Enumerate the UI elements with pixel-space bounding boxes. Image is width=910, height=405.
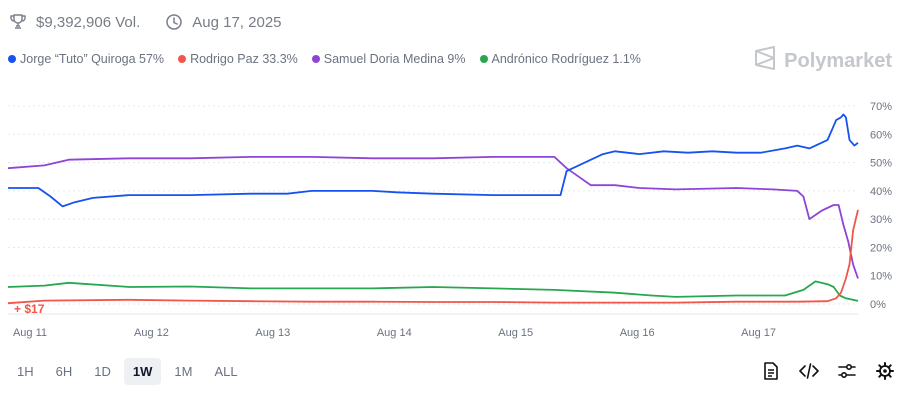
y-tick-label: 60% — [870, 129, 892, 141]
time-range-selector: 1H 6H 1D 1W 1M ALL — [8, 358, 247, 385]
price-change-annotation: + $17 — [14, 302, 45, 316]
clock-icon — [164, 12, 184, 32]
series-line — [7, 280, 859, 302]
y-tick-label: 20% — [870, 242, 892, 254]
document-icon[interactable] — [760, 360, 782, 382]
x-tick-label: Aug 14 — [377, 327, 412, 339]
x-tick-label: Aug 15 — [498, 327, 533, 339]
market-stats-bar: $9,392,906 Vol. Aug 17, 2025 — [8, 10, 282, 34]
polymarket-logo-icon — [754, 46, 776, 76]
chart-legend: Jorge “Tuto” Quiroga 57% Rodrigo Paz 33.3… — [8, 52, 641, 66]
x-tick-label: Aug 12 — [134, 327, 169, 339]
x-tick-label: Aug 13 — [255, 327, 290, 339]
y-tick-label: 50% — [870, 158, 892, 170]
legend-dot — [311, 55, 320, 63]
range-button-1h[interactable]: 1H — [17, 364, 34, 379]
sliders-icon[interactable] — [836, 360, 858, 382]
y-tick-label: 70% — [870, 101, 892, 113]
brand-name: Polymarket — [784, 49, 892, 72]
range-button-1m[interactable]: 1M — [174, 364, 193, 379]
legend-label: Andrónico Rodríguez 1.1% — [491, 52, 641, 66]
legend-dot — [8, 55, 16, 63]
x-tick-label: Aug 16 — [620, 327, 655, 339]
legend-item: Rodrigo Paz 33.3% — [178, 52, 298, 66]
settings-gear-icon[interactable] — [874, 360, 896, 382]
series-line — [8, 113, 859, 208]
x-tick-label: Aug 17 — [741, 327, 776, 339]
legend-label: Rodrigo Paz 33.3% — [190, 52, 298, 66]
y-tick-label: 10% — [870, 271, 892, 283]
range-button-1w[interactable]: 1W — [123, 358, 162, 385]
legend-dot — [479, 55, 488, 63]
end-date-text: Aug 17, 2025 — [192, 13, 282, 31]
legend-item: Andrónico Rodríguez 1.1% — [479, 52, 641, 66]
y-tick-label: 0% — [870, 299, 886, 311]
y-tick-label: 30% — [870, 214, 892, 226]
legend-item: Jorge “Tuto” Quiroga 57% — [8, 52, 164, 66]
volume-text: $9,392,906 Vol. — [36, 13, 141, 31]
legend-dot — [178, 55, 187, 63]
embed-code-icon[interactable] — [798, 360, 820, 382]
legend-label: Jorge “Tuto” Quiroga 57% — [20, 52, 165, 66]
x-tick-label: Aug 11 — [13, 327, 47, 339]
legend-item: Samuel Doria Medina 9% — [311, 52, 466, 66]
range-button-1d[interactable]: 1D — [94, 364, 111, 379]
trophy-icon — [8, 12, 28, 32]
price-chart[interactable]: 0% 10% 20% 30% 40% 50% 60% 70% Aug 11 Aug 12 Aug 1… — [0, 90, 910, 350]
y-tick-label: 40% — [870, 186, 892, 198]
series-line — [7, 209, 859, 305]
chart-toolbar — [760, 360, 896, 382]
range-button-all[interactable]: ALL — [214, 364, 238, 379]
legend-label: Samuel Doria Medina 9% — [323, 52, 466, 66]
series-line — [7, 156, 859, 279]
range-button-6h[interactable]: 6H — [55, 364, 73, 379]
brand-logo: Polymarket — [754, 46, 892, 76]
